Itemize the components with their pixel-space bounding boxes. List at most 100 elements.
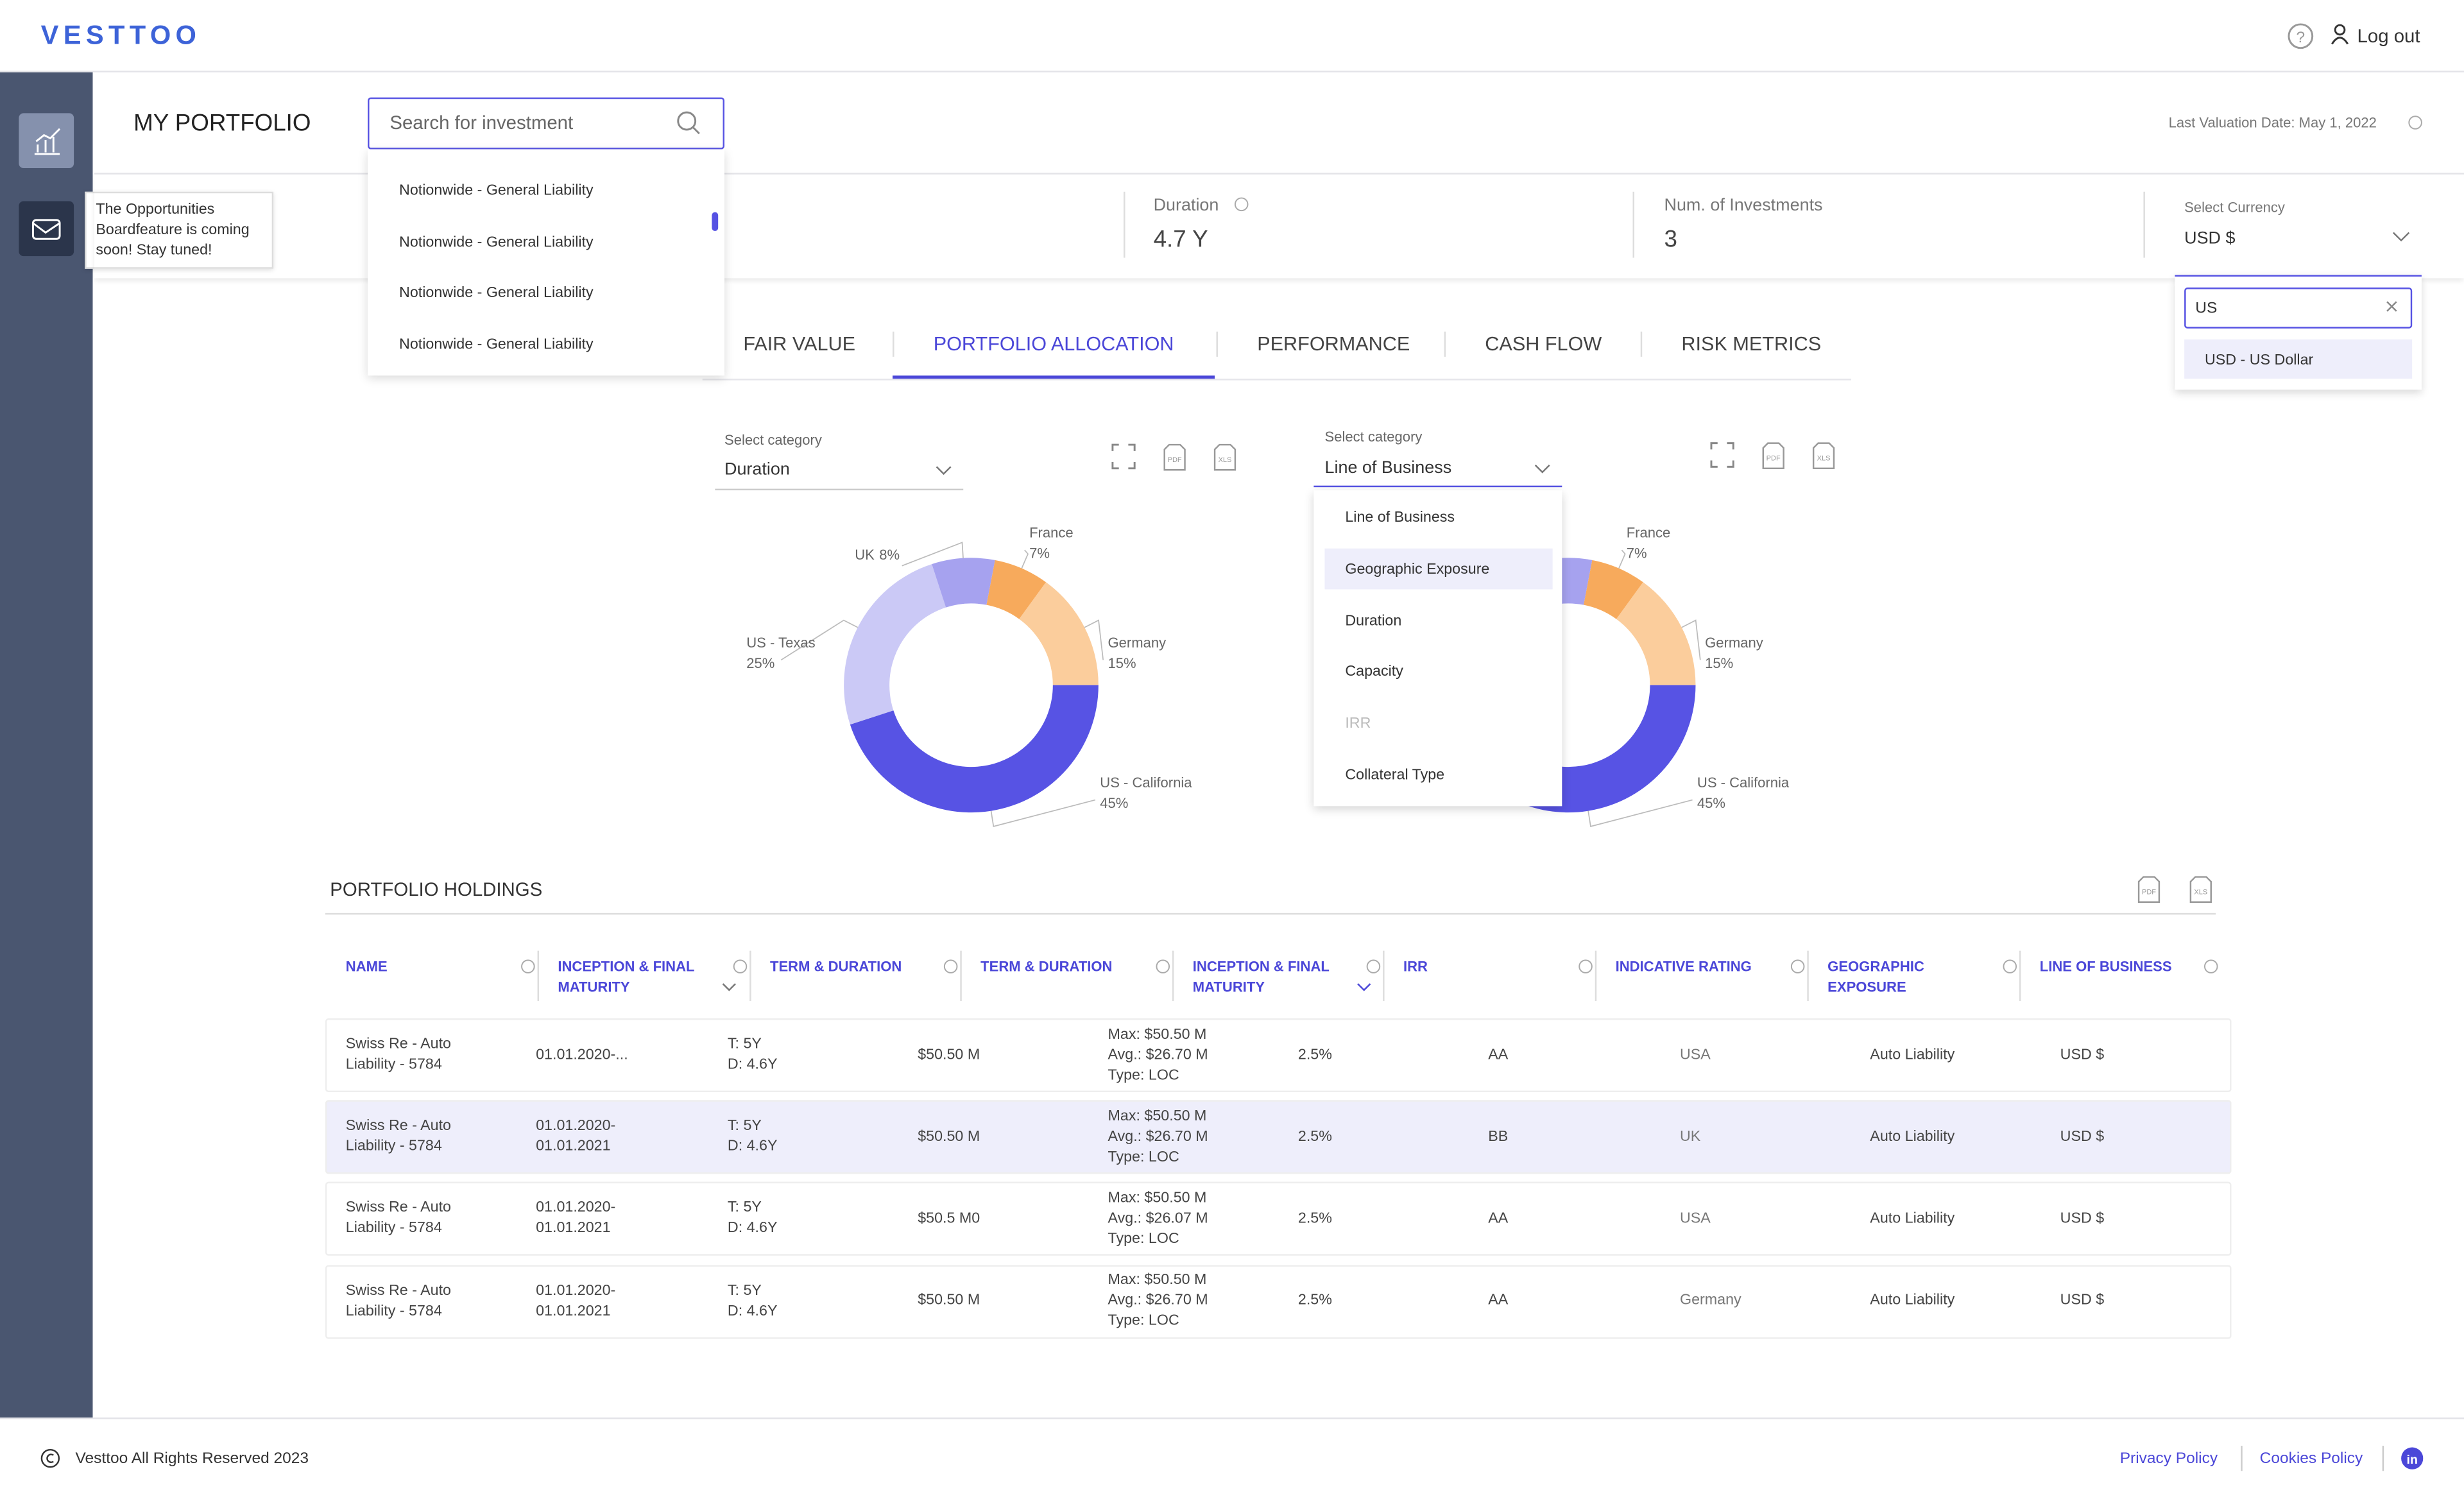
chevron (2392, 232, 2410, 242)
tab[interactable]: RISK METRICS (1681, 333, 1822, 355)
footer-link[interactable]: Cookies Policy (2259, 1450, 2363, 1468)
table-row[interactable] (325, 1018, 2232, 1093)
table-header[interactable]: IRR (1403, 958, 1428, 975)
currency-option[interactable]: USD - US Dollar (2204, 352, 2314, 370)
menu-option[interactable]: Geographic Exposure (1345, 560, 1490, 578)
user-icon (2331, 24, 2349, 45)
menu-option[interactable]: Capacity (1345, 664, 1403, 681)
icon-label: XLS (1817, 455, 1831, 463)
tab-divider (893, 331, 894, 357)
icon-label: PDF (1767, 455, 1781, 463)
sort-chevron[interactable] (1356, 982, 1371, 992)
info-shape (2003, 959, 2017, 973)
table-header[interactable]: NAME (345, 958, 388, 975)
nav-opportunities[interactable] (19, 201, 74, 257)
menu-option[interactable]: Line of Business (1345, 509, 1455, 527)
search-box[interactable] (368, 97, 724, 150)
donut-slice (844, 564, 946, 725)
logout[interactable]: Log out (2357, 25, 2420, 47)
tab[interactable]: FAIR VALUE (743, 333, 856, 355)
menu-option[interactable]: Collateral Type (1345, 767, 1445, 785)
table-row[interactable] (325, 1100, 2232, 1174)
copyright: Vesttoo All Rights Reserved 2023 (75, 1450, 309, 1468)
sort-chevron[interactable] (721, 982, 737, 992)
pdf-icon[interactable]: PDF (1760, 441, 1785, 470)
footer-link[interactable]: Privacy Policy (2119, 1450, 2218, 1468)
table-header[interactable]: LINE OF BUSINESS (2039, 958, 2172, 975)
currency-search[interactable] (2184, 287, 2413, 329)
table-header[interactable]: TERM & DURATION (980, 958, 1113, 975)
chevron-shape (722, 983, 736, 991)
tab[interactable]: PERFORMANCE (1257, 333, 1410, 355)
info-icon (733, 959, 748, 973)
table-cell: $50.50 M (918, 1127, 980, 1145)
header-divider (2019, 950, 2021, 1002)
expand-icon[interactable] (1111, 443, 1136, 472)
search-result[interactable]: Notionwide - General Liability (399, 234, 594, 252)
xls-icon[interactable]: XLS (1810, 441, 1835, 470)
linkedin-icon[interactable]: in (2401, 1447, 2424, 1469)
expand-icon[interactable] (1710, 441, 1735, 470)
table-header[interactable]: TERM & DURATION (770, 958, 902, 975)
search-result[interactable]: Notionwide - General Liability (399, 336, 594, 354)
table-cell: USD $ (2060, 1045, 2105, 1063)
currency-option-bg[interactable] (2184, 339, 2413, 379)
icon-shape (1710, 442, 1734, 468)
leader-line (780, 619, 859, 661)
menu-option[interactable]: Duration (1345, 612, 1402, 630)
xls-icon[interactable]: XLS (2187, 875, 2212, 904)
chevron[interactable] (1534, 463, 1552, 476)
table-cell: 2.5% (1297, 1210, 1332, 1228)
info-shape (1156, 959, 1170, 973)
table-header[interactable]: INCEPTION & FINAL MATURITY (558, 958, 695, 995)
valuation-date: Last Valuation Date: May 1, 2022 (2168, 114, 2377, 131)
table-header[interactable]: GEOGRAPHIC EXPOSURE (1827, 958, 1924, 995)
search-result[interactable]: Notionwide - General Liability (399, 285, 594, 303)
icon-shape (1163, 443, 1186, 471)
table-header[interactable]: INDICATIVE RATING (1615, 958, 1752, 975)
stat-label: Duration (1153, 196, 1219, 216)
table-cell: AA (1488, 1045, 1509, 1063)
xls-icon[interactable]: XLS (1211, 443, 1236, 472)
table-cell: T: 5Y D: 4.6Y (727, 1281, 778, 1320)
tooltip: The Opportunities Boardfeature is coming… (85, 191, 274, 269)
search-placeholder: Search for investment (389, 111, 574, 134)
pdf-icon[interactable]: PDF (2135, 875, 2160, 904)
scrollbar[interactable] (712, 212, 719, 232)
currency-value[interactable]: USD $ (2184, 229, 2236, 248)
info-shape (521, 959, 535, 973)
search-icon[interactable] (676, 110, 701, 135)
search-result[interactable]: Notionwide - General Liability (399, 182, 594, 200)
svg-text:?: ? (2297, 29, 2306, 46)
select-label: Select category (1324, 429, 1423, 445)
donut-slice (1019, 582, 1099, 685)
menu-highlight[interactable] (1324, 548, 1553, 590)
table-header[interactable]: INCEPTION & FINAL MATURITY (1192, 958, 1330, 995)
slice-name: US - California (1100, 775, 1192, 791)
leader-line (990, 799, 1096, 827)
slice-percent: 7% (1029, 545, 1050, 561)
select-value[interactable]: Duration (724, 460, 790, 479)
icon-shape (2189, 876, 2212, 903)
icon-shape (1213, 443, 1236, 471)
pdf-icon[interactable]: PDF (1161, 443, 1186, 472)
slice-percent: 15% (1705, 655, 1733, 671)
nav-portfolio[interactable] (19, 113, 74, 169)
slice-label: France 7% (1029, 525, 1074, 561)
logo[interactable]: VESTTOO (40, 20, 201, 51)
chevron[interactable] (935, 465, 954, 478)
leader-line (1681, 619, 1701, 660)
select-value[interactable]: Line of Business (1324, 459, 1452, 478)
table-cell: USA (1679, 1045, 1711, 1063)
info-icon (1790, 959, 1805, 973)
donut-slice (1583, 560, 1643, 619)
tab[interactable]: PORTFOLIO ALLOCATION (933, 333, 1174, 355)
info-shape (2203, 959, 2218, 973)
table-cell: Swiss Re - Auto Liability - 5784 (345, 1281, 452, 1320)
table-row[interactable] (325, 1264, 2232, 1339)
clear-icon[interactable] (2386, 300, 2399, 313)
tab[interactable]: CASH FLOW (1485, 333, 1602, 355)
help-icon[interactable]: ? (2286, 22, 2314, 50)
table-row[interactable] (325, 1182, 2232, 1256)
table-cell: T: 5Y D: 4.6Y (727, 1117, 778, 1156)
